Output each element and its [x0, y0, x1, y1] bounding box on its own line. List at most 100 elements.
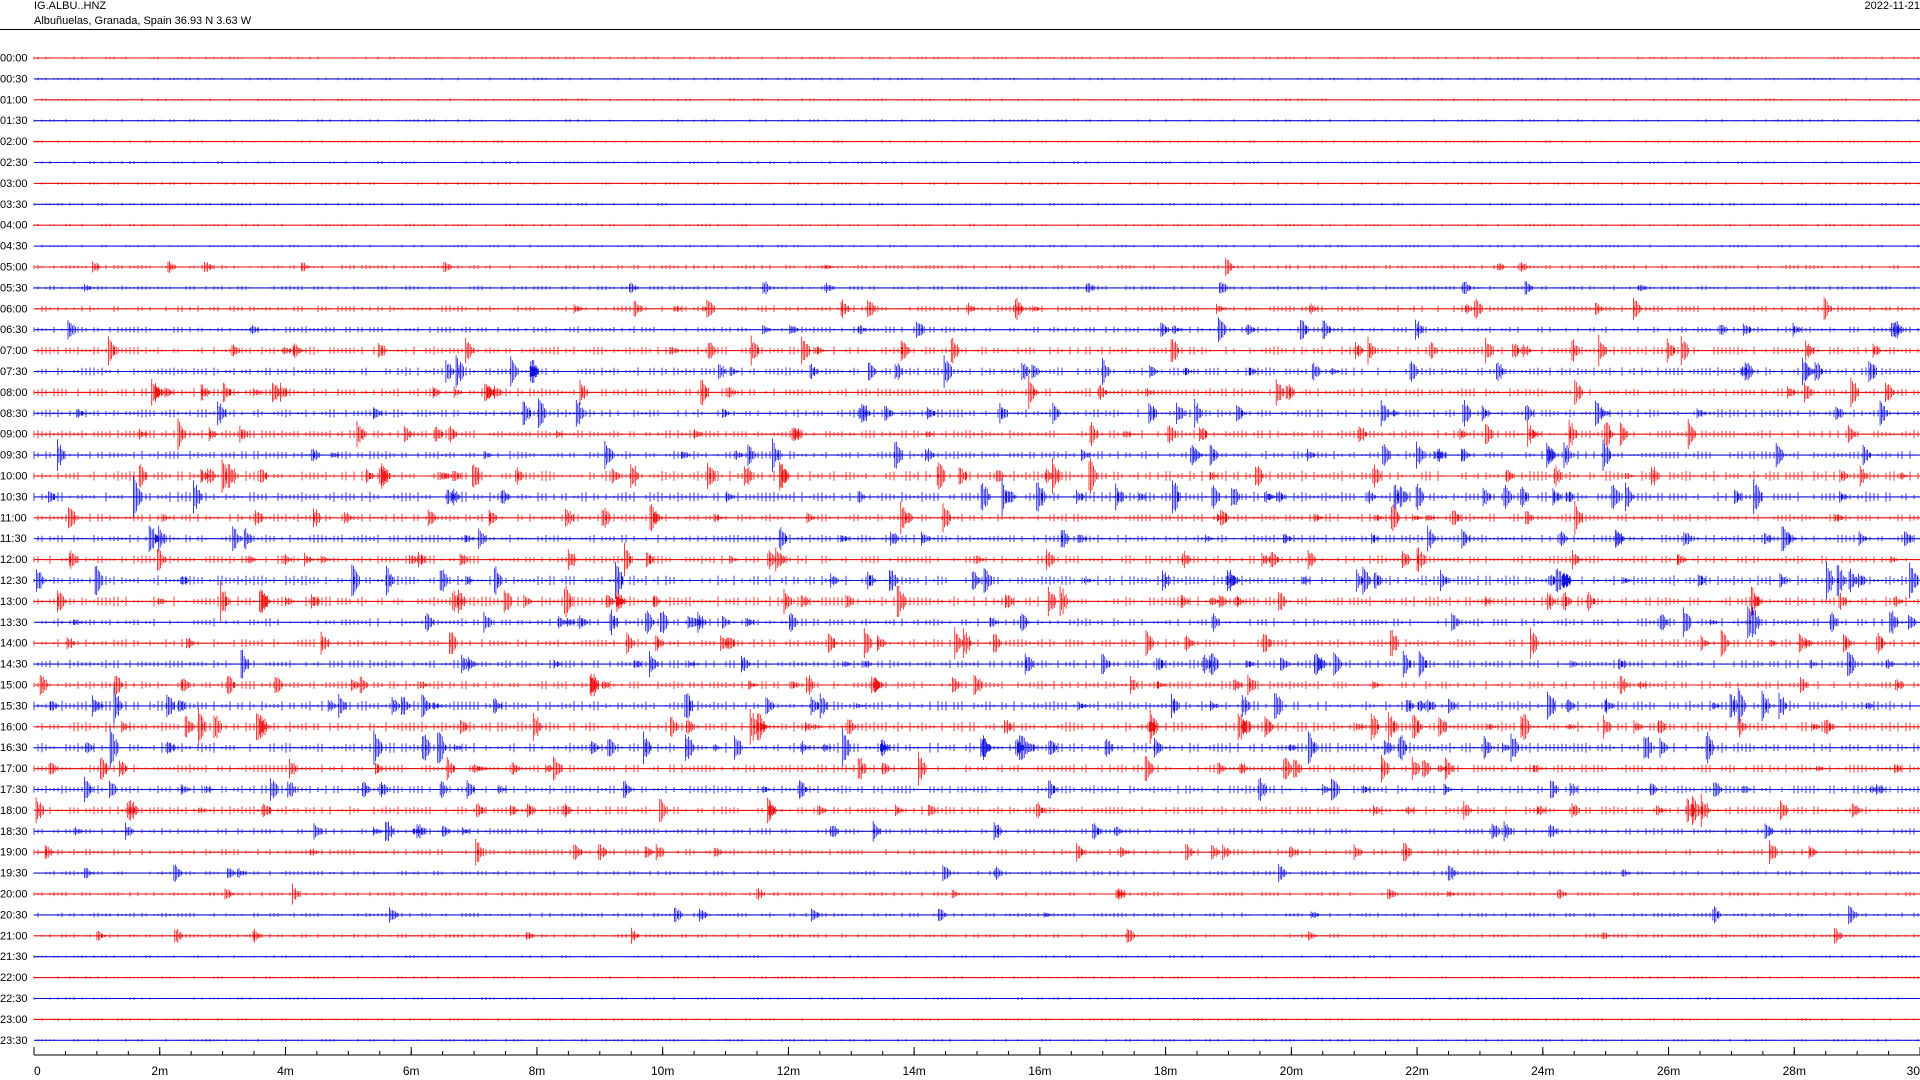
trace-waveform [33, 355, 1919, 388]
row-time-label: 20:30 [0, 909, 28, 921]
x-tick-label: 2m [151, 1064, 168, 1078]
row-time-label: 10:30 [0, 491, 28, 503]
row-time-label: 19:00 [0, 847, 28, 859]
row-time-label: 14:00 [0, 638, 28, 650]
trace-waveform [33, 181, 1919, 185]
row-time-label: 20:00 [0, 889, 28, 901]
row-time-label: 03:00 [0, 178, 28, 190]
row-time-label: 18:30 [0, 826, 28, 838]
row-time-label: 16:30 [0, 742, 28, 754]
trace-waveform [33, 119, 1919, 123]
x-tick-label: 18m [1154, 1064, 1177, 1078]
row-time-label: 12:00 [0, 554, 28, 566]
row-time-label: 01:30 [0, 115, 28, 127]
trace-waveform [33, 776, 1919, 803]
row-time-label: 16:00 [0, 721, 28, 733]
x-tick-label: 12m [777, 1064, 800, 1078]
row-time-label: 02:00 [0, 136, 28, 148]
trace-waveform [33, 525, 1919, 552]
time-axis: 0 2m 4m 6m 8m 10m 12m 14m 16m 18m 20m 22m 24m 26m 28m 3… [33, 1047, 1920, 1078]
trace-waveform [33, 727, 1919, 769]
row-time-label: 23:30 [0, 1035, 28, 1047]
trace-waveform [33, 883, 1919, 905]
trace-waveform [33, 418, 1919, 451]
row-time-label: 12:30 [0, 575, 28, 587]
trace-waveform [33, 501, 1919, 535]
trace-waveform [33, 649, 1919, 679]
trace-waveform [33, 244, 1919, 248]
row-time-label: 13:30 [0, 617, 28, 629]
trace-waveform [33, 997, 1919, 1000]
trace-waveform [33, 56, 1919, 60]
row-time-label: 05:30 [0, 282, 28, 294]
trace-waveform [33, 334, 1919, 367]
row-time-label: 05:00 [0, 262, 28, 274]
x-tick-label: 14m [902, 1064, 925, 1078]
trace-rows: 00:00 00:30 01:00 01:30 02:00 02:30 03:00 03:30… [0, 53, 1920, 1047]
row-time-label: 06:30 [0, 324, 28, 336]
x-tick-label: 10m [651, 1064, 674, 1078]
trace-waveform [33, 864, 1919, 883]
location-label: Albuñuelas, Granada, Spain 36.93 N 3.63 … [34, 15, 252, 27]
trace-waveform [33, 687, 1919, 725]
row-time-label: 00:30 [0, 73, 28, 85]
trace-waveform [33, 476, 1919, 518]
row-time-label: 13:00 [0, 596, 28, 608]
row-time-label: 08:00 [0, 387, 28, 399]
x-tick-label: 6m [403, 1064, 420, 1078]
row-time-label: 00:00 [0, 53, 28, 65]
trace-waveform [33, 976, 1919, 980]
trace-waveform [33, 581, 1919, 622]
row-time-label: 18:00 [0, 805, 28, 817]
trace-waveform [37, 77, 1919, 81]
trace-waveform [33, 297, 1919, 321]
x-tick-label: 20m [1280, 1064, 1303, 1078]
trace-waveform [33, 751, 1919, 786]
row-time-label: 22:00 [0, 972, 28, 984]
row-time-label: 23:00 [0, 1014, 28, 1026]
row-time-label: 09:00 [0, 429, 28, 441]
row-time-label: 07:00 [0, 345, 28, 357]
row-time-label: 04:30 [0, 241, 28, 253]
row-time-label: 17:30 [0, 784, 28, 796]
trace-waveform [33, 673, 1919, 697]
x-tick-label: 28m [1783, 1064, 1806, 1078]
row-time-label: 07:30 [0, 366, 28, 378]
trace-waveform [33, 281, 1919, 295]
row-time-label: 19:30 [0, 868, 28, 880]
trace-waveform [33, 927, 1919, 944]
station-title: IG.ALBU..HNZ [34, 0, 106, 12]
trace-waveform [33, 606, 1919, 639]
trace-waveform [33, 1038, 1919, 1042]
trace-waveform [33, 458, 1919, 494]
trace-waveform [33, 317, 1919, 343]
trace-waveform [33, 438, 1919, 472]
row-time-label: 21:00 [0, 930, 28, 942]
trace-waveform [33, 542, 1919, 577]
row-time-label: 22:30 [0, 993, 28, 1005]
trace-waveform [33, 627, 1919, 660]
x-tick-label: 16m [1028, 1064, 1051, 1078]
date-label: 2022-11-21 [1865, 0, 1920, 12]
row-time-label: 01:00 [0, 94, 28, 106]
trace-waveform [33, 98, 1915, 102]
trace-waveform [33, 202, 1919, 206]
x-tick-label: 4m [277, 1064, 294, 1078]
x-tick-label: 24m [1531, 1064, 1554, 1078]
trace-waveform [33, 398, 1919, 428]
row-time-label: 14:30 [0, 659, 28, 671]
row-time-label: 10:00 [0, 471, 28, 483]
row-time-label: 11:30 [0, 533, 27, 545]
row-time-label: 11:00 [0, 512, 27, 524]
row-time-label: 21:30 [0, 951, 28, 963]
trace-waveform [33, 561, 1919, 600]
row-time-label: 06:00 [0, 303, 28, 315]
trace-waveform [33, 375, 1919, 409]
x-tick-label: 8m [529, 1064, 546, 1078]
row-time-label: 09:30 [0, 450, 28, 462]
x-tick-label: 0 [34, 1064, 41, 1078]
trace-waveform [33, 793, 1919, 828]
row-time-label: 15:30 [0, 700, 28, 712]
trace-waveform [33, 905, 1919, 925]
trace-waveform [37, 161, 1919, 164]
